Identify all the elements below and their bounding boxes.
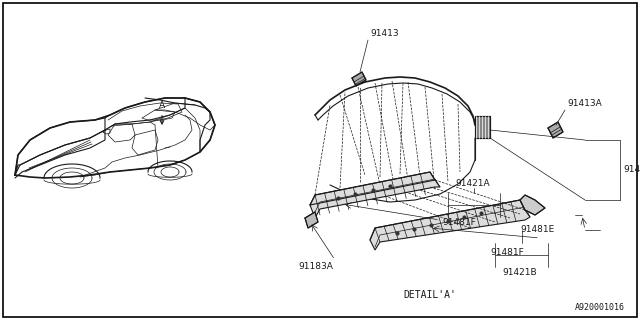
Polygon shape <box>305 212 318 228</box>
Polygon shape <box>475 116 490 138</box>
Text: 91183A: 91183A <box>298 262 333 271</box>
Text: A920001016: A920001016 <box>575 303 625 312</box>
Text: 91411: 91411 <box>623 165 640 174</box>
Polygon shape <box>310 172 440 218</box>
Text: 91481E: 91481E <box>521 226 555 235</box>
Text: 91481F: 91481F <box>490 248 524 257</box>
Text: 91413A: 91413A <box>567 99 602 108</box>
Text: DETAIL'A': DETAIL'A' <box>404 290 456 300</box>
Polygon shape <box>352 72 366 86</box>
Polygon shape <box>520 195 545 215</box>
Text: A: A <box>159 101 165 124</box>
Text: 91421B: 91421B <box>502 268 536 277</box>
Text: 91481F: 91481F <box>442 218 476 227</box>
Text: 91421A: 91421A <box>455 179 490 188</box>
Polygon shape <box>548 122 563 138</box>
Polygon shape <box>370 200 530 250</box>
Text: 91413: 91413 <box>370 29 399 38</box>
